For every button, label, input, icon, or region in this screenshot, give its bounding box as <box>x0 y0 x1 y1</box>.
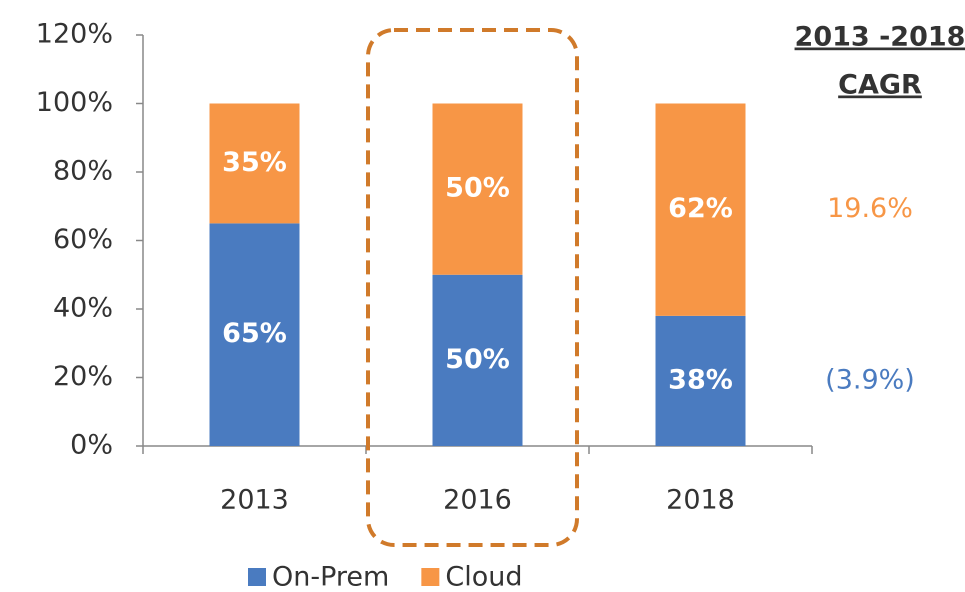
cagr-header: CAGR <box>838 70 922 101</box>
data-label: 38% <box>668 364 733 395</box>
data-label: 50% <box>445 344 510 375</box>
bar-segment <box>655 103 746 316</box>
bar-segment <box>432 274 523 446</box>
legend-swatch <box>421 568 440 586</box>
legend-label: On-Prem <box>272 562 389 592</box>
cagr-value: (3.9%) <box>825 364 915 395</box>
y-tick-label: 20% <box>53 361 113 392</box>
data-label: 65% <box>222 318 287 349</box>
bar-segment <box>209 223 300 446</box>
data-label: 35% <box>222 147 287 178</box>
x-tick-label: 2018 <box>666 485 735 516</box>
y-tick-label: 100% <box>36 87 113 118</box>
bar-segment <box>655 315 746 446</box>
x-tick-label: 2016 <box>443 485 512 516</box>
y-tick-label: 0% <box>70 430 113 461</box>
legend-swatch <box>248 568 266 586</box>
cagr-value: 19.6% <box>827 193 913 224</box>
data-label: 50% <box>445 173 510 204</box>
data-label: 62% <box>668 193 733 224</box>
y-tick-label: 120% <box>36 19 113 50</box>
y-tick-label: 80% <box>53 156 113 187</box>
y-tick-label: 40% <box>53 293 113 324</box>
highlight-box <box>366 28 579 547</box>
x-tick-label: 2013 <box>220 485 289 516</box>
bar-segment <box>432 103 523 275</box>
y-tick-label: 60% <box>53 224 113 255</box>
bar-segment <box>209 103 300 224</box>
cagr-header: 2013 -2018 <box>795 22 965 53</box>
legend-label: Cloud <box>445 562 522 592</box>
